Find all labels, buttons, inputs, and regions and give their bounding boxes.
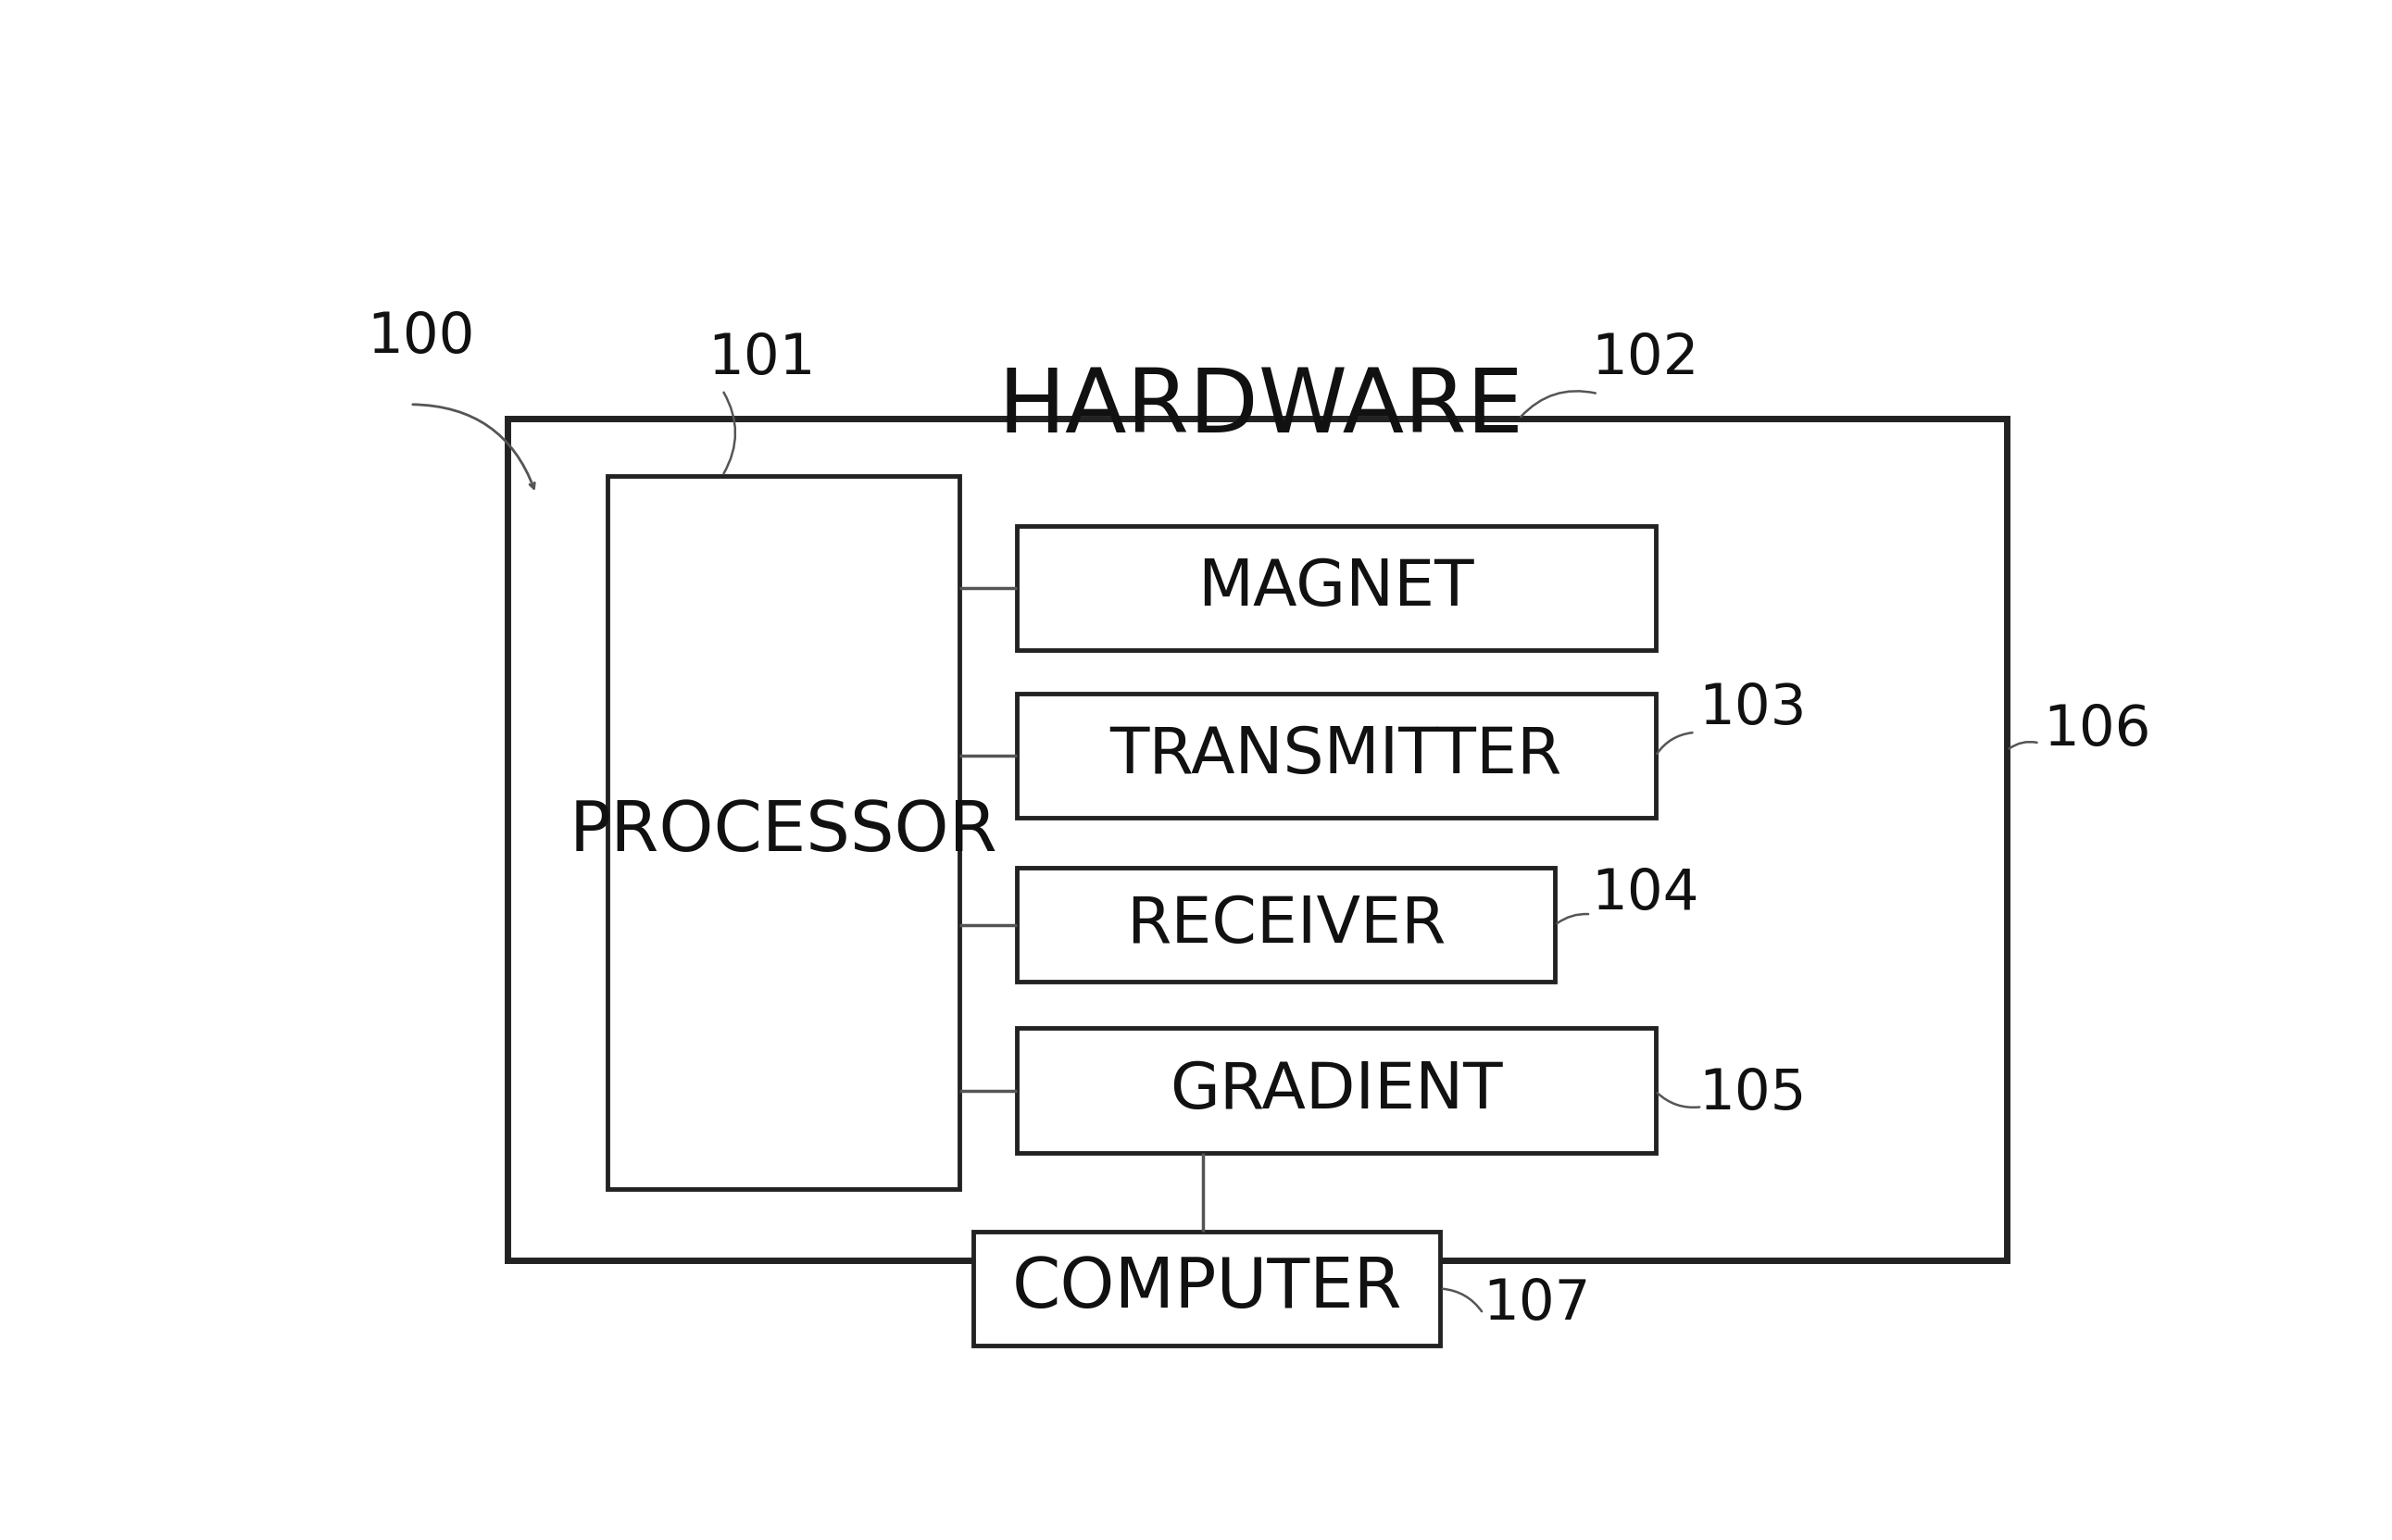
Text: COMPUTER: COMPUTER [1012,1255,1402,1323]
Text: 103: 103 [1698,681,1806,736]
Text: 102: 102 [1591,333,1698,387]
Text: 107: 107 [1483,1277,1591,1332]
Text: PROCESSOR: PROCESSOR [569,798,997,865]
Text: 101: 101 [708,333,816,387]
Text: HARDWARE: HARDWARE [997,365,1524,451]
Text: RECEIVER: RECEIVER [1127,893,1445,956]
Bar [1017,525,1655,650]
Bar [507,419,2007,1260]
Bar [608,476,959,1189]
Text: MAGNET: MAGNET [1198,557,1473,619]
Text: TRANSMITTER: TRANSMITTER [1110,725,1562,787]
Text: 105: 105 [1698,1066,1806,1121]
Text: 104: 104 [1591,867,1698,921]
Text: 106: 106 [2043,702,2150,758]
Bar [1017,869,1555,983]
Text: GRADIENT: GRADIENT [1170,1060,1502,1121]
Bar [1017,693,1655,818]
Text: 100: 100 [368,311,476,365]
Bar [1017,1029,1655,1153]
Bar [974,1232,1440,1346]
